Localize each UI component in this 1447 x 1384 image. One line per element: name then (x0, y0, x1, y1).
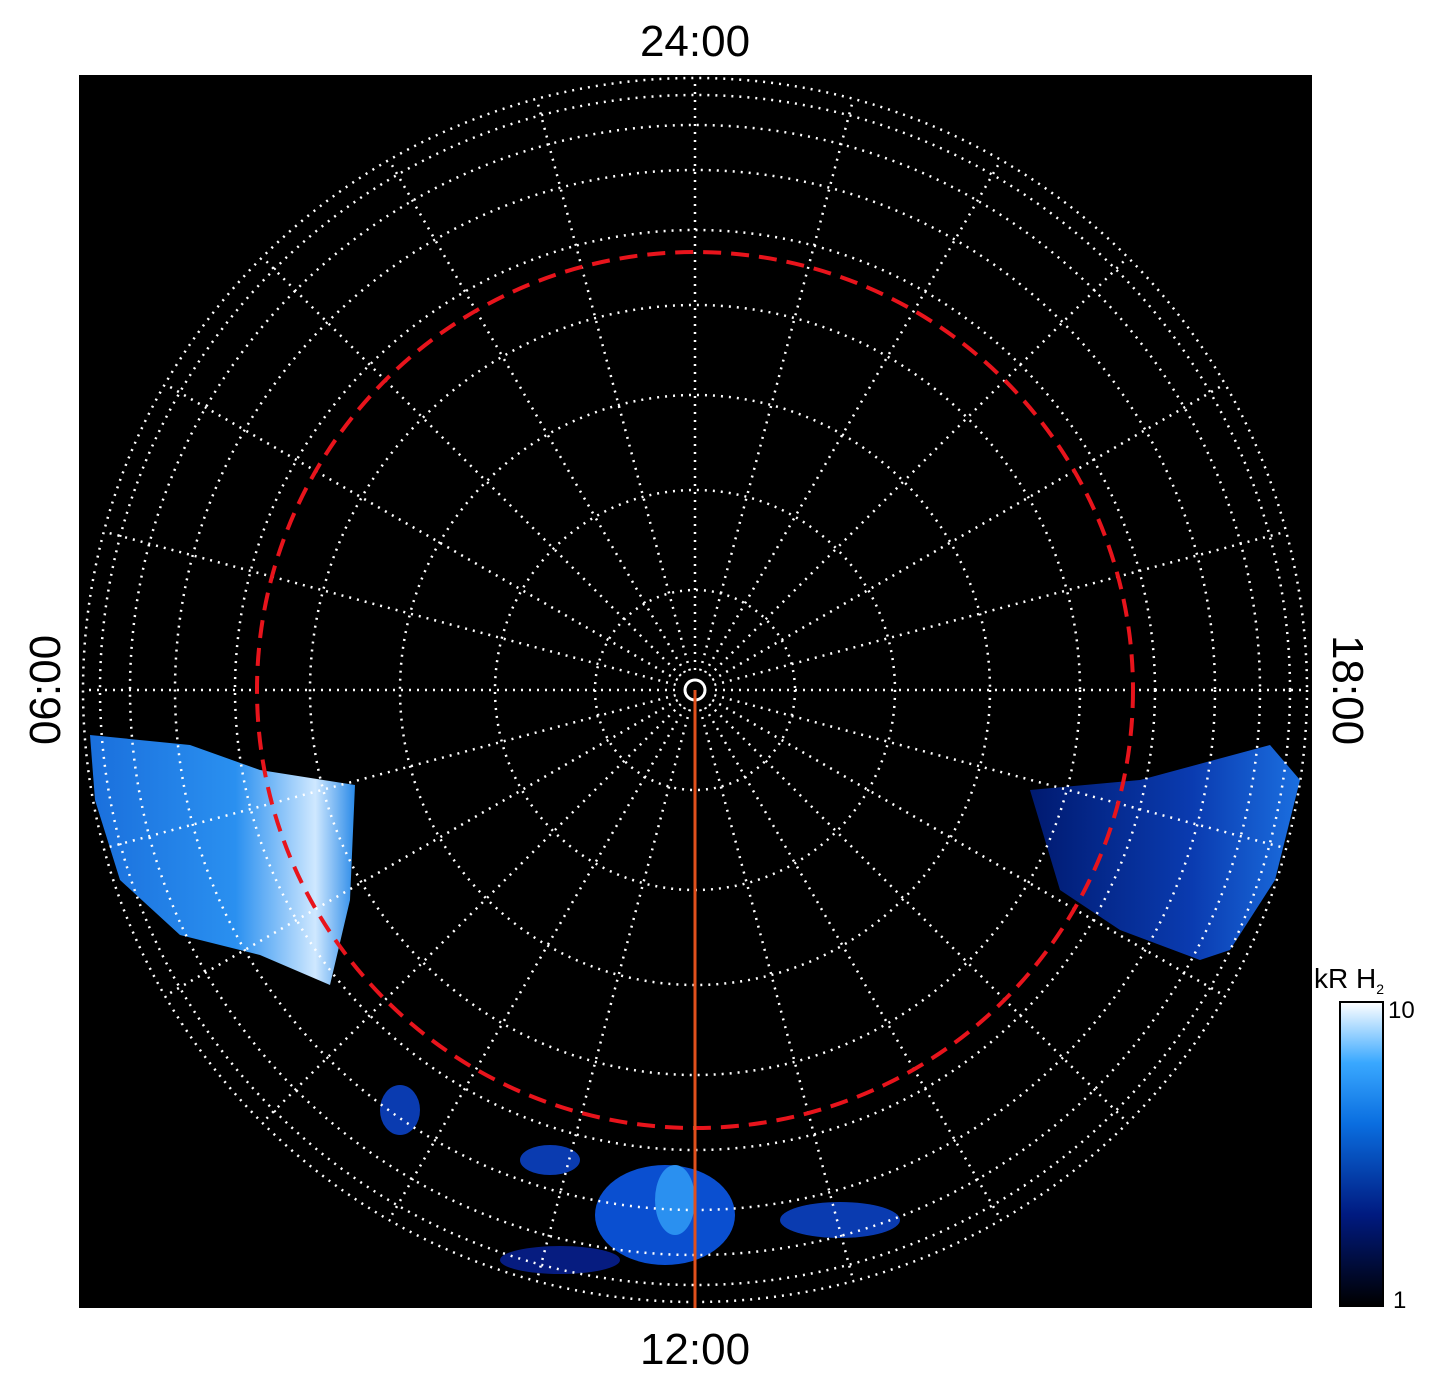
dawn-aurora (90, 735, 355, 985)
grid-circle (98, 93, 1292, 1287)
grid-spoke (164, 382, 679, 682)
grid-spoke (535, 708, 692, 1282)
patch (655, 1165, 695, 1235)
grid-spoke (711, 698, 1226, 998)
grid-spoke (387, 159, 687, 674)
colorbar-tick-label: 1 (1393, 1287, 1406, 1314)
grid-spoke (103, 530, 677, 687)
grid-spoke (708, 703, 1129, 1124)
grid-spoke (713, 530, 1287, 687)
grid-spoke (698, 708, 855, 1282)
grid-circle (308, 303, 1082, 1077)
patch (500, 1246, 620, 1274)
grid-spoke (261, 703, 682, 1124)
colorbar-title: kR H2 (1314, 963, 1384, 997)
patch (520, 1145, 580, 1175)
grid-spoke (713, 693, 1287, 850)
emission (90, 735, 1300, 1274)
colorbar (1339, 1001, 1384, 1307)
patch (380, 1085, 420, 1135)
right-label: 18:00 (1323, 635, 1372, 745)
dusk-aurora (1030, 745, 1300, 960)
grid-spoke (708, 256, 1129, 677)
left-label: 06:00 (21, 635, 70, 745)
grid-spoke (698, 98, 855, 672)
grid-spoke (535, 98, 692, 672)
grid-circle (493, 488, 897, 892)
top-label: 24:00 (640, 17, 750, 66)
grid-spoke (711, 382, 1226, 682)
grid-spoke (387, 706, 687, 1221)
patch (780, 1202, 900, 1238)
grid-spoke (164, 698, 679, 998)
grid-circle (398, 393, 992, 987)
grid-spoke (703, 706, 1003, 1221)
grid-spoke (703, 159, 1003, 674)
grid-spoke (261, 256, 682, 677)
grid-spoke (103, 693, 677, 850)
colorbar-tick-label: 10 (1388, 997, 1415, 1024)
bottom-label: 12:00 (640, 1325, 750, 1374)
